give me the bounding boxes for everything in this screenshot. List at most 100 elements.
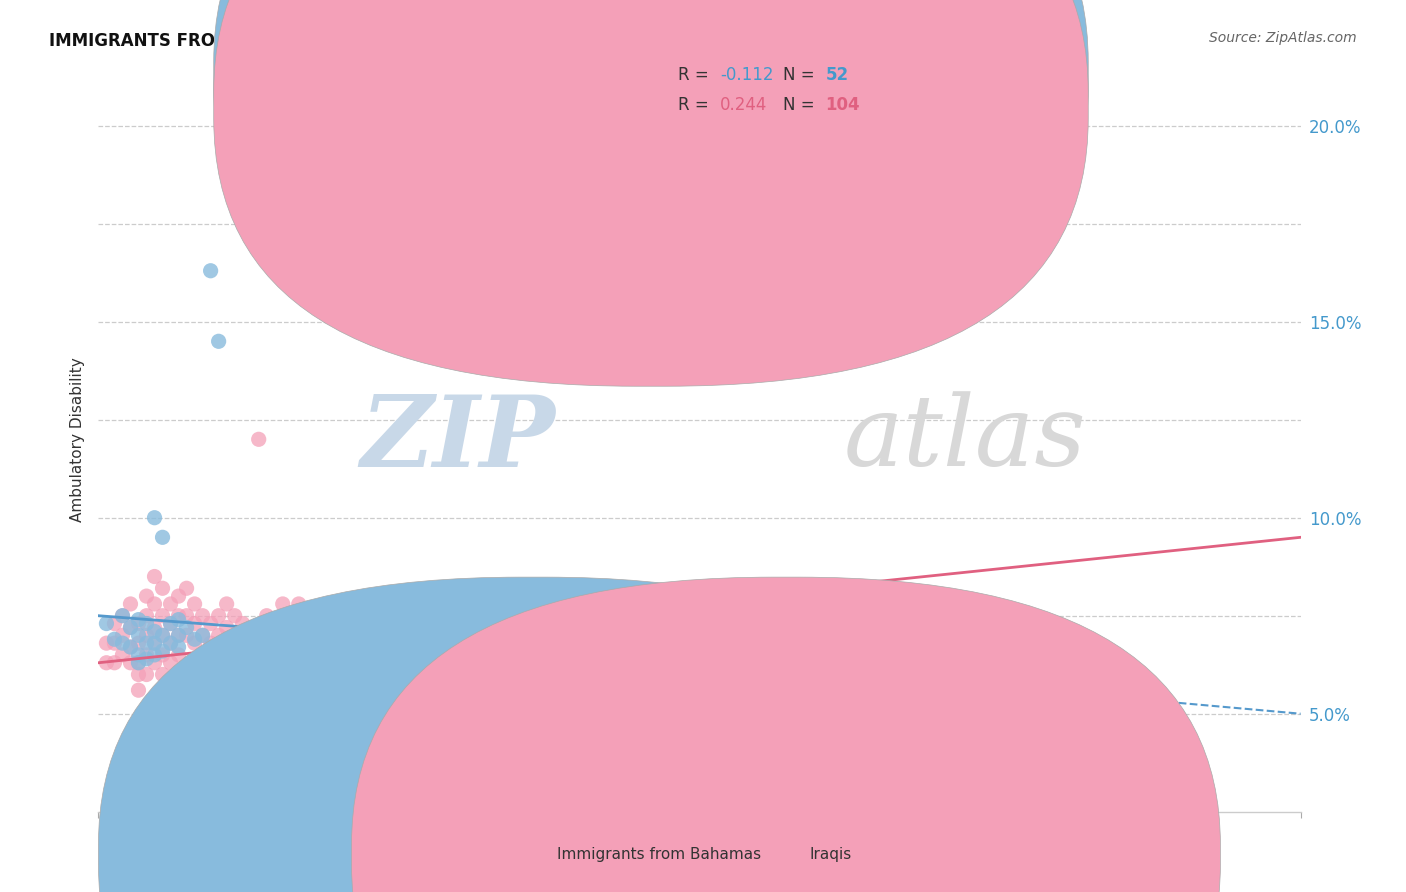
Text: 0.244: 0.244 (720, 96, 768, 114)
Point (128, 648, 150, 662)
Point (191, 648, 214, 662)
Point (159, 636, 181, 650)
Point (191, 648, 214, 662)
Point (111, 628, 134, 642)
Point (568, 730, 591, 744)
Point (447, 620, 470, 634)
Text: R =: R = (678, 66, 714, 84)
Point (343, 608, 366, 623)
Point (553, 738, 575, 752)
Point (208, 608, 231, 623)
Point (183, 632, 205, 647)
Text: Iraqis: Iraqis (810, 847, 852, 862)
Point (408, 608, 430, 623)
Point (375, 608, 398, 623)
Point (423, 636, 446, 650)
Point (143, 656, 166, 670)
Point (159, 597, 181, 611)
Point (152, 530, 174, 544)
Point (111, 648, 134, 662)
Point (336, 636, 359, 650)
Point (312, 608, 335, 623)
Point (135, 608, 157, 623)
Point (143, 510, 166, 524)
Point (159, 636, 181, 650)
Point (167, 628, 190, 642)
Point (808, 738, 831, 752)
Point (200, 264, 222, 278)
Point (135, 628, 157, 642)
Point (713, 726, 735, 740)
Point (183, 636, 205, 650)
Point (152, 582, 174, 596)
Point (103, 656, 125, 670)
Point (96, 656, 118, 670)
Point (288, 640, 311, 654)
Point (200, 616, 222, 631)
Text: -0.112: -0.112 (720, 66, 773, 84)
Point (152, 628, 174, 642)
Point (159, 616, 181, 631)
Point (167, 628, 190, 642)
Point (488, 730, 510, 744)
Point (111, 608, 134, 623)
Point (111, 636, 134, 650)
Point (191, 608, 214, 623)
Point (969, 765, 991, 780)
Point (295, 620, 318, 634)
Point (432, 656, 454, 670)
Point (728, 734, 751, 748)
Y-axis label: Ambulatory Disability: Ambulatory Disability (69, 357, 84, 522)
Point (583, 726, 606, 740)
Point (288, 597, 311, 611)
Point (215, 597, 238, 611)
Point (215, 620, 238, 634)
Point (368, 648, 391, 662)
Point (167, 648, 190, 662)
Point (128, 656, 150, 670)
Point (271, 597, 294, 611)
Point (256, 608, 278, 623)
Point (143, 648, 166, 662)
Point (328, 616, 350, 631)
Point (503, 656, 526, 670)
Point (479, 667, 502, 681)
Point (120, 620, 142, 634)
Point (143, 636, 166, 650)
Point (143, 569, 166, 583)
Text: Source: ZipAtlas.com: Source: ZipAtlas.com (1209, 31, 1357, 45)
Text: N =: N = (783, 66, 820, 84)
Point (120, 640, 142, 654)
Point (103, 636, 125, 650)
Point (472, 672, 495, 686)
Text: N =: N = (783, 96, 820, 114)
Point (135, 636, 157, 650)
Point (103, 632, 125, 647)
Point (849, 793, 872, 807)
Point (135, 616, 157, 631)
Point (416, 628, 439, 642)
Text: IMMIGRANTS FROM BAHAMAS VS IRAQI AMBULATORY DISABILITY CORRELATION CHART: IMMIGRANTS FROM BAHAMAS VS IRAQI AMBULAT… (49, 31, 868, 49)
Point (183, 616, 205, 631)
Point (352, 620, 374, 634)
Point (232, 616, 254, 631)
Point (200, 636, 222, 650)
Point (399, 636, 422, 650)
Point (224, 644, 246, 658)
Point (239, 628, 262, 642)
Point (368, 628, 391, 642)
Point (263, 628, 285, 642)
Point (447, 664, 470, 678)
Point (408, 656, 430, 670)
Point (247, 433, 270, 447)
Point (200, 640, 222, 654)
Point (215, 636, 238, 650)
Point (208, 334, 231, 349)
Point (128, 636, 150, 650)
Point (128, 628, 150, 642)
Point (208, 628, 231, 642)
Point (176, 620, 198, 634)
Point (191, 628, 214, 642)
Text: 52: 52 (825, 66, 848, 84)
Point (176, 608, 198, 623)
